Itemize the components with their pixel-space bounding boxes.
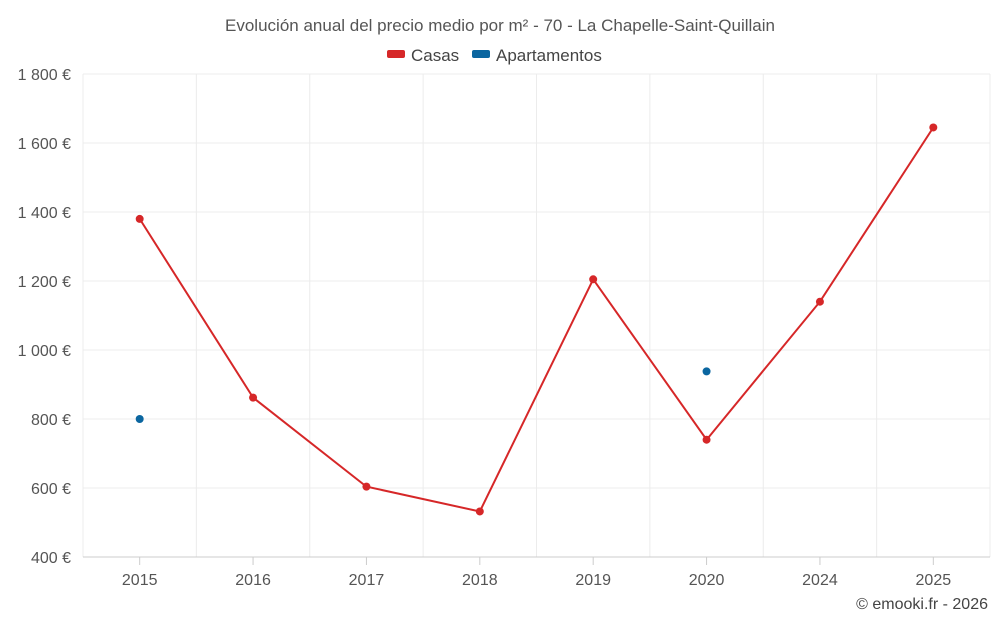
y-tick-label: 1 400 €	[18, 205, 71, 222]
y-tick-label: 800 €	[31, 412, 71, 429]
credit-text: © emooki.fr - 2026	[856, 596, 988, 613]
data-point-apartamentos[interactable]	[135, 415, 144, 423]
x-tick-label: 2016	[235, 572, 271, 589]
data-point-casas[interactable]	[249, 393, 258, 402]
legend-item-casas[interactable]: Casas	[387, 46, 459, 65]
data-point-casas[interactable]	[929, 123, 938, 132]
data-point-casas[interactable]	[362, 482, 371, 491]
x-tick-label: 2018	[462, 572, 498, 589]
x-tick-label: 2015	[122, 572, 158, 589]
data-point-casas[interactable]	[135, 214, 144, 223]
x-tick-label: 2025	[916, 572, 952, 589]
y-tick-label: 1 200 €	[18, 274, 71, 291]
data-point-apartamentos[interactable]	[702, 367, 711, 376]
chart-title: Evolución anual del precio medio por m² …	[225, 16, 775, 35]
legend-item-apartamentos[interactable]: Apartamentos	[472, 46, 602, 65]
legend-swatch-apartamentos	[472, 50, 490, 58]
series-line-casas	[138, 126, 935, 513]
data-point-casas[interactable]	[475, 507, 484, 516]
series	[135, 123, 938, 516]
x-tick-label: 2017	[349, 572, 385, 589]
y-axis-ticks: 400 € 600 € 800 € 1 000 € 1 200 € 1 400 € 1 60…	[18, 67, 71, 567]
x-tick-label: 2024	[802, 572, 838, 589]
legend-label-apartamentos: Apartamentos	[496, 46, 602, 65]
grid	[82, 73, 991, 557]
data-point-casas[interactable]	[702, 435, 711, 444]
x-tick-label: 2020	[689, 572, 725, 589]
data-point-casas[interactable]	[589, 275, 598, 284]
y-tick-label: 600 €	[31, 481, 71, 498]
y-tick-label: 1 000 €	[18, 343, 71, 360]
y-tick-label: 400 €	[31, 550, 71, 567]
x-axis-ticks: 2015 2016 2017 2018 2019 2020 2024 2025	[122, 572, 951, 589]
legend-swatch-casas	[387, 50, 405, 58]
y-tick-label: 1 600 €	[18, 136, 71, 153]
y-tick-label: 1 800 €	[18, 67, 71, 84]
x-tick-label: 2019	[575, 572, 611, 589]
legend-label-casas: Casas	[411, 46, 459, 65]
data-point-casas[interactable]	[815, 297, 824, 306]
legend[interactable]: Casas Apartamentos	[387, 46, 602, 65]
axes	[83, 556, 990, 565]
